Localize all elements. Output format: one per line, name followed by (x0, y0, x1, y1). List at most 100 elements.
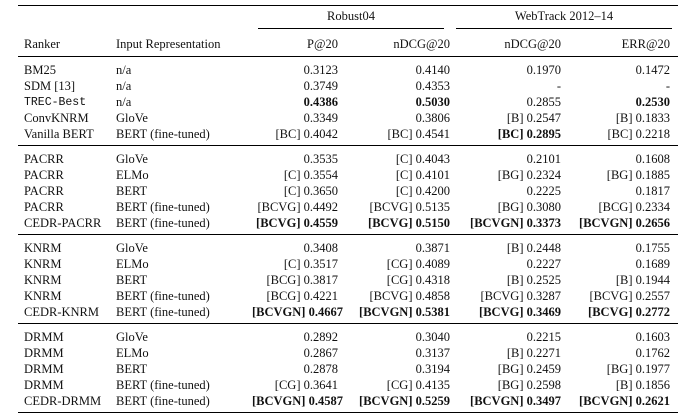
table-row: KNRM BERT (fine-tuned) [BCG] 0.4221 [BCVG] … (18, 288, 678, 304)
table-cell: 0.3871 (415, 240, 450, 255)
table-cell: [CG] 0.3641 (274, 377, 338, 392)
table-cell: n/a (116, 62, 132, 77)
table-cell: [BG] 0.2459 (497, 361, 561, 376)
table-row: PACRR BERT (fine-tuned) [BCVG] 0.4492 [BCVG… (18, 199, 678, 215)
table-row: DRMM GloVe 0.2892 0.3040 0.2215 0.1603 (18, 324, 678, 346)
table-cell: [BCG] 0.2334 (598, 199, 670, 214)
table-cell: - (665, 78, 670, 93)
table-cell: ELMo (116, 256, 149, 271)
table-cell: [BG] 0.1977 (606, 361, 670, 376)
table-cell: 0.4386 (303, 94, 338, 109)
table-cell: 0.2892 (303, 329, 338, 344)
column-header: nDCG@20 (393, 36, 450, 51)
row-group: DRMM GloVe 0.2892 0.3040 0.2215 0.1603 DRMM ELM… (18, 324, 678, 413)
table-cell: [BCG] 0.4221 (266, 288, 338, 303)
table-cell: 0.2855 (526, 94, 561, 109)
table-cell: [C] 0.4101 (395, 167, 450, 182)
table-cell: [BG] 0.2598 (497, 377, 561, 392)
table-cell: [BCVG] 0.4858 (369, 288, 450, 303)
table-cell: 0.3806 (415, 110, 450, 125)
table-cell: [CG] 0.4135 (386, 377, 450, 392)
table-cell: DRMM (24, 345, 64, 360)
table-cell: [BC] 0.4541 (387, 126, 451, 141)
table-cell: 0.1762 (635, 345, 670, 360)
table-cell: KNRM (24, 256, 62, 271)
table-cell: n/a (116, 94, 132, 109)
table-cell: 0.2530 (635, 94, 670, 109)
table-cell: [BCVGN] 0.3497 (470, 393, 561, 408)
blank (112, 6, 252, 33)
table-cell: PACRR (24, 199, 64, 214)
table-cell: TREC-Best (24, 95, 87, 109)
table-row: KNRM ELMo [C] 0.3517 [CG] 0.4089 0.2227 0.168… (18, 256, 678, 272)
table-cell: BERT (fine-tuned) (116, 288, 210, 303)
table-cell: 0.2225 (526, 183, 561, 198)
table-row: DRMM ELMo 0.2867 0.3137 [B] 0.2271 0.1762 (18, 345, 678, 361)
table-row: KNRM GloVe 0.3408 0.3871 [B] 0.2448 0.1755 (18, 235, 678, 257)
table-cell: [BCVGN] 0.5259 (359, 393, 450, 408)
table-cell: 0.1603 (635, 329, 670, 344)
column-header: P@20 (307, 36, 338, 51)
table-cell: 0.2101 (526, 151, 561, 166)
table-cell: [BC] 0.2218 (607, 126, 671, 141)
table-cell: 0.2878 (303, 361, 338, 376)
table-cell: [BCVG] 0.2772 (588, 304, 670, 319)
row-group: PACRR GloVe 0.3535 [C] 0.4043 0.2101 0.1608 PA… (18, 146, 678, 235)
table-cell: [B] 0.2547 (506, 110, 561, 125)
table-row: TREC-Best n/a 0.4386 0.5030 0.2855 0.2530 (18, 94, 678, 110)
table-cell: n/a (116, 78, 132, 93)
table-cell: [CG] 0.4089 (386, 256, 450, 271)
table-cell: KNRM (24, 288, 62, 303)
table-row: PACRR GloVe 0.3535 [C] 0.4043 0.2101 0.1608 (18, 146, 678, 168)
table-cell: [B] 0.1856 (615, 377, 670, 392)
table-cell: 0.1472 (635, 62, 670, 77)
table-cell: [BCVGN] 0.5381 (359, 304, 450, 319)
table-cell: [BG] 0.2324 (497, 167, 561, 182)
table-cell: 0.3749 (303, 78, 338, 93)
table-cell: GloVe (116, 240, 148, 255)
table-cell: [BCVG] 0.5150 (368, 215, 450, 230)
table-cell: KNRM (24, 272, 62, 287)
table-cell: [BCVG] 0.5135 (369, 199, 450, 214)
table-cell: CEDR-KNRM (24, 304, 100, 319)
table-row: SDM [13] n/a 0.3749 0.4353 - - (18, 78, 678, 94)
table-cell: 0.3408 (303, 240, 338, 255)
table-cell: [BCVGN] 0.4587 (252, 393, 343, 408)
row-group: BM25 n/a 0.3123 0.4140 0.1970 0.1472 SDM [13] n… (18, 57, 678, 146)
table-cell: BM25 (24, 62, 56, 77)
table-cell: CEDR-PACRR (24, 215, 102, 230)
table-cell: BERT (fine-tuned) (116, 215, 210, 230)
column-header: nDCG@20 (504, 36, 561, 51)
table-cell: [BG] 0.1885 (606, 167, 670, 182)
table-cell: BERT (116, 361, 148, 376)
row-group: KNRM GloVe 0.3408 0.3871 [B] 0.2448 0.1755 KNR… (18, 235, 678, 324)
group-header-text: WebTrack 2012–14 (456, 9, 672, 29)
table-cell: [BCG] 0.3817 (266, 272, 338, 287)
table-row: CEDR-PACRR BERT (fine-tuned) [BCVG] 0.4559… (18, 215, 678, 235)
table-cell: 0.3137 (415, 345, 450, 360)
table-cell: [BCVGN] 0.3373 (470, 215, 561, 230)
table-cell: BERT (fine-tuned) (116, 199, 210, 214)
table-cell: BERT (fine-tuned) (116, 377, 210, 392)
table-cell: SDM [13] (24, 78, 76, 93)
table-cell: DRMM (24, 361, 64, 376)
table-cell: 0.2227 (526, 256, 561, 271)
table-row: CEDR-KNRM BERT (fine-tuned) [BCVGN] 0.4667… (18, 304, 678, 324)
table-cell: [B] 0.1833 (615, 110, 670, 125)
column-header: Input Representation (116, 36, 221, 51)
table-cell: - (556, 78, 561, 93)
table-cell: 0.1689 (635, 256, 670, 271)
table-cell: PACRR (24, 183, 64, 198)
table-row: DRMM BERT (fine-tuned) [CG] 0.3641 [CG] 0.4… (18, 377, 678, 393)
table-cell: DRMM (24, 329, 64, 344)
table-row: CEDR-DRMM BERT (fine-tuned) [BCVGN] 0.4587… (18, 393, 678, 413)
table-header: Robust04 WebTrack 2012–14 Ranker Input Re… (18, 5, 678, 57)
table-cell: 0.5030 (415, 94, 450, 109)
table-cell: GloVe (116, 151, 148, 166)
table-cell: [BCVG] 0.4559 (256, 215, 338, 230)
column-header: Ranker (24, 36, 61, 51)
table-cell: PACRR (24, 167, 64, 182)
table-cell: [B] 0.1944 (615, 272, 670, 287)
table-cell: [C] 0.4200 (395, 183, 450, 198)
table-cell: BERT (fine-tuned) (116, 304, 210, 319)
